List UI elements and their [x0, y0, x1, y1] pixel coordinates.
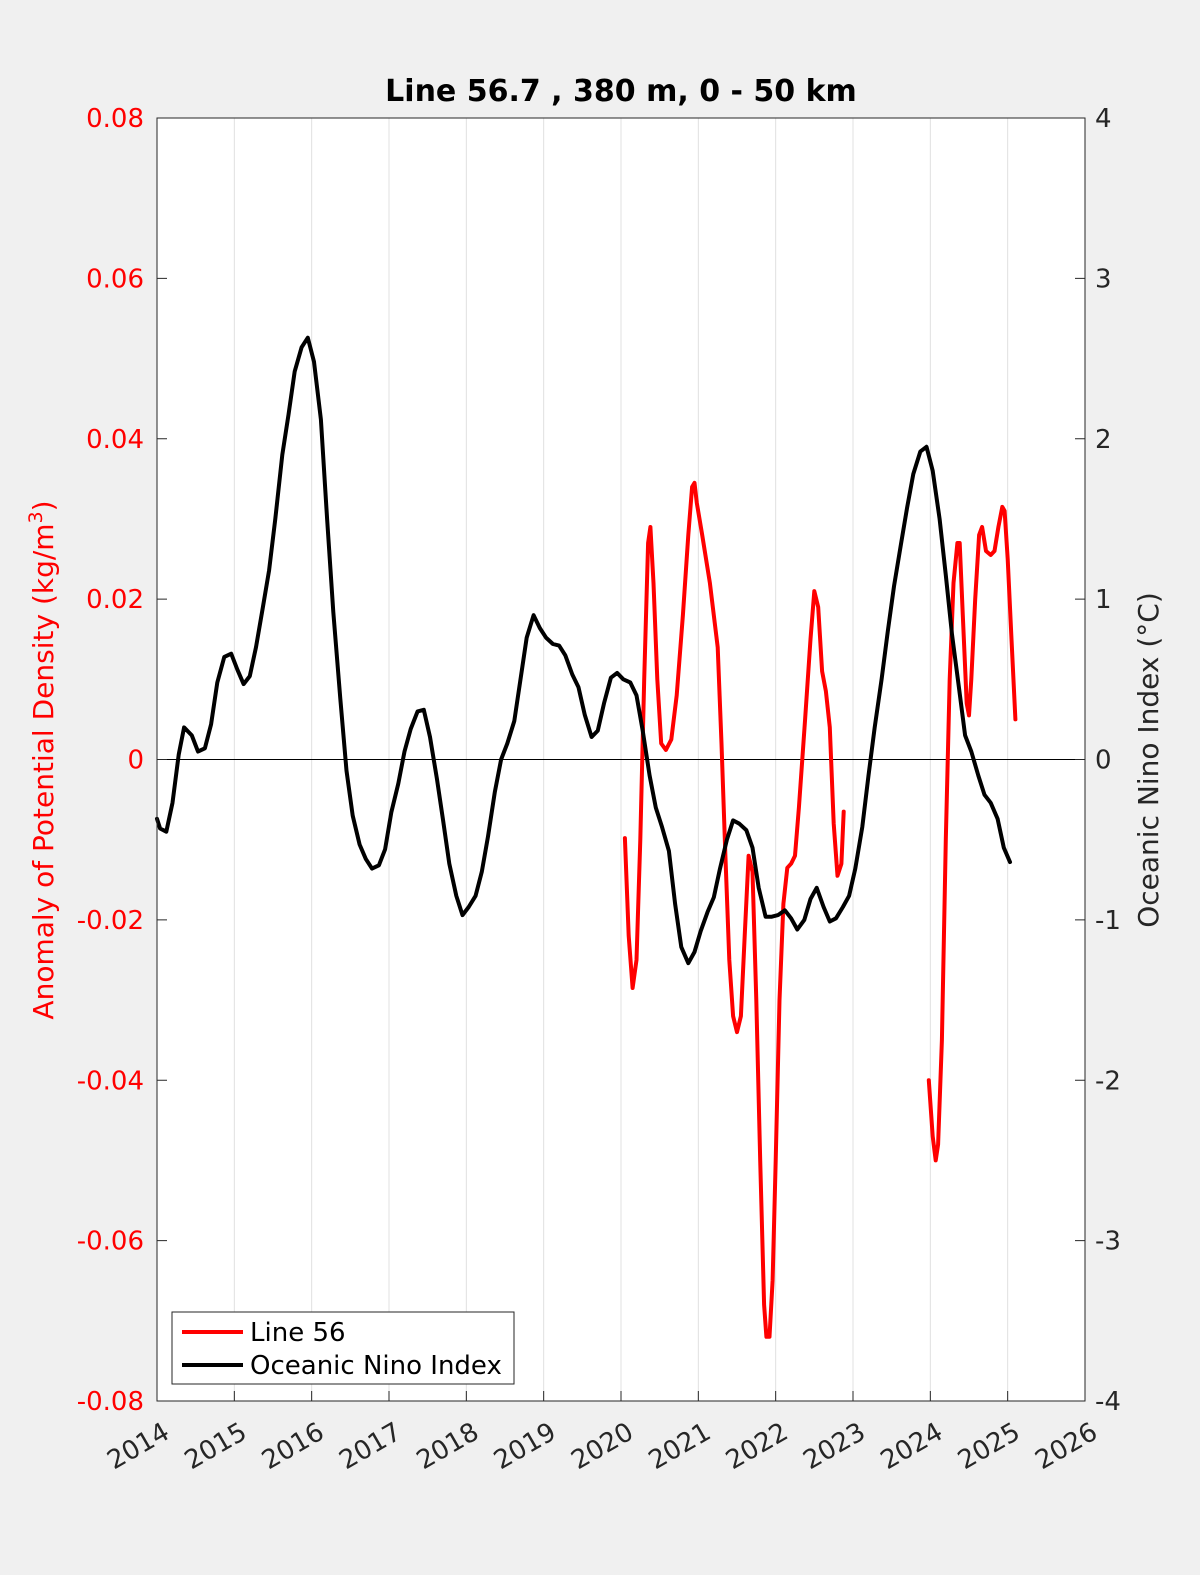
right-tick-label: 4 [1095, 104, 1112, 134]
x-tick-label: 2015 [180, 1417, 252, 1476]
series-line-segment [155, 335, 1012, 966]
x-axis: 2014 2015 2016 2017 2018 2019 2020 2021 2022 2023… [102, 1391, 1103, 1476]
right-tick-label: -2 [1095, 1066, 1121, 1096]
x-tick-label: 2018 [412, 1417, 484, 1476]
series-line-segment [926, 504, 1018, 1163]
right-tick-label: 1 [1095, 585, 1112, 615]
legend-label-oni: Oceanic Nino Index [250, 1351, 502, 1381]
x-tick-label: 2020 [566, 1417, 638, 1476]
x-tick-label: 2019 [489, 1417, 561, 1476]
right-axis-label: Oceanic Nino Index (°C) [1132, 592, 1165, 928]
x-tick-label: 2024 [876, 1417, 948, 1476]
legend-box [171, 1311, 515, 1385]
right-axis: 4 3 2 1 0 -1 -2 -3 -4 [1075, 104, 1121, 1417]
x-tick-label: 2023 [798, 1417, 870, 1476]
right-tick-label: -3 [1095, 1227, 1121, 1257]
right-tick-label: 2 [1095, 425, 1112, 455]
left-tick-label: 0.02 [86, 585, 144, 615]
x-tick-label: 2016 [257, 1417, 329, 1476]
legend-label-line-56: Line 56 [250, 1318, 346, 1348]
x-tick-label: 2026 [1030, 1417, 1102, 1476]
left-axis-label-end: ) [27, 500, 60, 511]
x-tick-label: 2025 [953, 1417, 1025, 1476]
left-axis-label: Anomaly of Potential Density (kg/m3) [25, 500, 60, 1019]
legend: Line 56 Oceanic Nino Index [171, 1311, 515, 1385]
series-line-segment [622, 480, 846, 1339]
left-tick-label: -0.06 [77, 1227, 144, 1257]
left-tick-label: 0.04 [86, 425, 144, 455]
left-tick-label: -0.04 [77, 1066, 144, 1096]
left-axis-label-sup: 3 [25, 511, 47, 523]
left-tick-label: 0.06 [86, 264, 144, 294]
right-tick-label: -4 [1095, 1387, 1121, 1417]
left-axis-label-main: Anomaly of Potential Density (kg/m [27, 523, 60, 1019]
x-tick-label: 2022 [721, 1417, 793, 1476]
series-layer [155, 335, 1018, 1339]
x-tick-label: 2014 [102, 1417, 174, 1476]
x-tick-label: 2021 [644, 1417, 716, 1476]
series-oceanic-nino-index [155, 335, 1012, 966]
left-tick-label: 0.08 [86, 104, 144, 134]
series-line-56 [622, 480, 1018, 1339]
left-axis: 0.08 0.06 0.04 0.02 0 -0.02 -0.04 -0.06 -0.08 [77, 104, 167, 1417]
left-tick-label: -0.08 [77, 1387, 144, 1417]
left-tick-label: -0.02 [77, 906, 144, 936]
x-tick-label: 2017 [334, 1417, 406, 1476]
right-tick-label: -1 [1095, 906, 1121, 936]
chart-title: Line 56.7 , 380 m, 0 - 50 km [385, 74, 857, 109]
right-tick-label: 3 [1095, 264, 1112, 294]
left-tick-label: 0 [127, 746, 144, 776]
right-tick-label: 0 [1095, 746, 1112, 776]
